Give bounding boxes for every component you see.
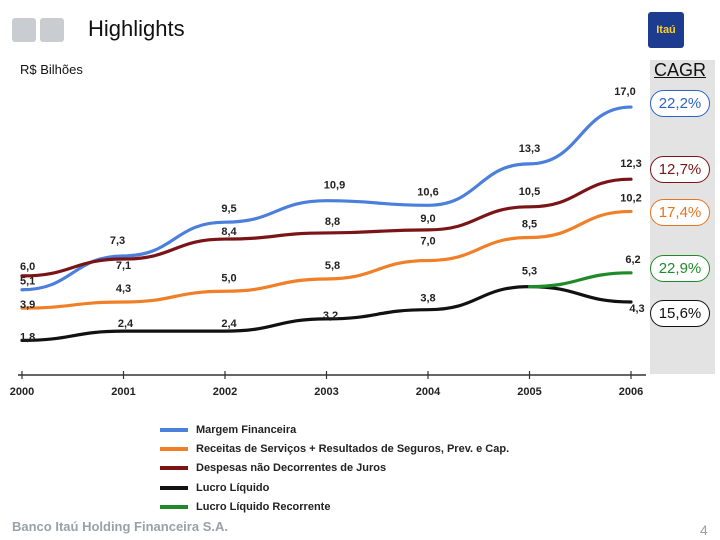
data-label: 9,0 — [420, 213, 435, 225]
series-line — [20, 105, 633, 292]
cagr-badge-receitas: 17,4% — [650, 199, 710, 226]
data-label: 10,5 — [519, 186, 540, 198]
x-tick-label: 2002 — [213, 386, 237, 398]
data-label: 8,5 — [522, 219, 537, 231]
itau-logo: Itaú — [648, 12, 684, 48]
legend-item-despesas: Despesas não Decorrentes de Juros — [160, 460, 386, 476]
data-label: 7,3 — [110, 235, 125, 247]
data-label: 5,3 — [522, 266, 537, 278]
legend-item-recorrente: Lucro Líquido Recorrente — [160, 499, 330, 515]
x-tick-label: 2006 — [619, 386, 643, 398]
data-label: 7,1 — [116, 260, 131, 272]
data-label: 17,0 — [614, 86, 635, 98]
cagr-badge-despesas: 12,7% — [650, 156, 710, 183]
page-number: 4 — [700, 522, 708, 538]
legend-item-receitas: Receitas de Serviços + Resultados de Seg… — [160, 441, 509, 457]
series-line — [20, 209, 633, 310]
data-label: 5,8 — [325, 260, 340, 272]
legend-swatch — [160, 466, 188, 470]
header-decoration-block — [40, 18, 64, 42]
data-label: 6,2 — [625, 254, 640, 266]
data-label: 3,9 — [20, 299, 35, 311]
x-tick-label: 2000 — [10, 386, 34, 398]
legend-label: Despesas não Decorrentes de Juros — [196, 462, 387, 474]
data-label: 4,3 — [116, 283, 131, 295]
data-label: 4,3 — [629, 303, 644, 315]
legend-label: Lucro Líquido Recorrente — [196, 501, 331, 513]
series-line — [20, 177, 633, 278]
legend-swatch — [160, 505, 188, 509]
legend-item-lucro: Lucro Líquido — [160, 480, 269, 496]
cagr-badge-recorrente: 22,9% — [650, 255, 710, 282]
legend-swatch — [160, 447, 188, 451]
data-label: 10,2 — [620, 192, 641, 204]
series-line — [527, 271, 633, 289]
header-decoration-block — [12, 18, 36, 42]
data-label: 2,4 — [118, 318, 134, 330]
data-label: 13,3 — [519, 143, 540, 155]
legend-swatch — [160, 428, 188, 432]
footer-company-name: Banco Itaú Holding Financeira S.A. — [12, 519, 228, 534]
data-label: 10,6 — [417, 186, 438, 198]
legend-label: Receitas de Serviços + Resultados de Seg… — [196, 443, 510, 455]
unit-label: R$ Bilhões — [20, 62, 83, 77]
data-label: 1,8 — [20, 331, 35, 343]
data-label: 3,2 — [323, 310, 338, 322]
data-label: 6,0 — [20, 261, 35, 273]
page-title: Highlights — [88, 16, 185, 41]
legend-swatch — [160, 486, 188, 490]
x-tick-label: 2004 — [416, 386, 441, 398]
data-label: 2,4 — [221, 318, 237, 330]
x-tick-label: 2005 — [517, 386, 541, 398]
cagr-badge-margem: 22,2% — [650, 90, 710, 117]
data-label: 10,9 — [324, 180, 345, 192]
cagr-badge-lucro: 15,6% — [650, 300, 710, 327]
data-label: 8,8 — [325, 216, 340, 228]
data-label: 5,1 — [20, 276, 35, 288]
data-label: 7,0 — [420, 236, 435, 248]
x-tick-label: 2003 — [314, 386, 338, 398]
line-chart: 2000 2001 2002 2003 2004 2005 2006 5,1 7,3 9,5 10,… — [10, 86, 646, 398]
legend-label: Lucro Líquido — [196, 482, 270, 494]
data-label: 5,0 — [221, 272, 236, 284]
legend-item-margem: Margem Financeira — [160, 422, 296, 438]
legend-label: Margem Financeira — [196, 424, 297, 436]
data-label: 9,5 — [221, 203, 236, 215]
cagr-title: CAGR — [654, 60, 707, 80]
data-label: 8,4 — [221, 226, 237, 238]
x-tick-label: 2001 — [111, 386, 135, 398]
data-label: 3,8 — [420, 293, 435, 305]
data-label: 12,3 — [620, 158, 641, 170]
